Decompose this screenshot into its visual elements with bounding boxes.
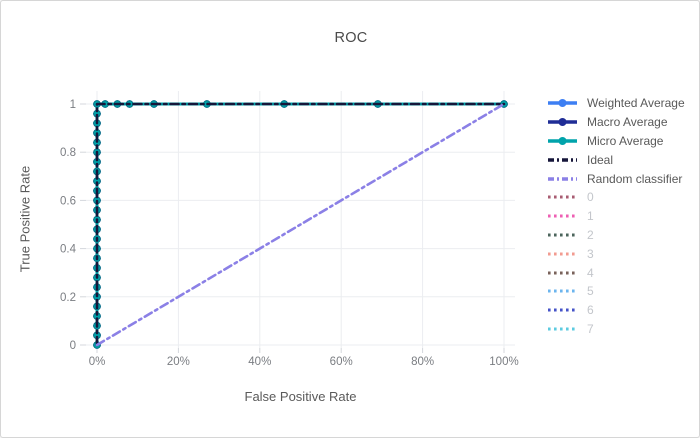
legend-item-0[interactable]: 0: [546, 188, 685, 207]
legend-item-1[interactable]: 1: [546, 207, 685, 226]
legend-item-random-classifier[interactable]: Random classifier: [546, 169, 685, 188]
legend-label: Ideal: [587, 152, 614, 167]
legend-swatch: [548, 99, 577, 108]
legend-label: 3: [587, 246, 594, 261]
legend-marker: [558, 118, 567, 127]
x-axis-title: False Positive Rate: [244, 389, 357, 404]
series-markers: [93, 100, 508, 349]
axis-ticks: [80, 103, 505, 353]
legend-item-2[interactable]: 2: [546, 226, 685, 245]
legend-marker: [558, 136, 567, 145]
legend-label: Macro Average: [587, 115, 668, 130]
legend-label: 4: [587, 265, 594, 280]
legend-swatch: [548, 214, 577, 218]
x-tick-label: 100%: [489, 356, 518, 368]
legend-swatch: [548, 195, 577, 199]
legend-item-5[interactable]: 5: [546, 282, 685, 301]
legend-swatch: [548, 118, 577, 127]
legend-label: 5: [587, 284, 594, 299]
legend-label: Micro Average: [587, 133, 664, 148]
y-tick-label: 0.4: [60, 244, 77, 256]
series-line: [95, 102, 506, 347]
y-tick-label: 0: [70, 340, 76, 352]
legend-swatch: [548, 327, 577, 331]
legend-item-macro-average[interactable]: Macro Average: [546, 113, 685, 132]
gridlines: [86, 91, 515, 348]
y-tick-labels: 0 0.2 0.4 0.6 0.8 1: [60, 99, 77, 352]
legend-item-ideal[interactable]: Ideal: [546, 150, 685, 169]
legend-item-6[interactable]: 6: [546, 301, 685, 320]
legend-label: 2: [587, 227, 594, 242]
legend: Weighted Average Macro Average Micro Avera…: [546, 94, 685, 338]
y-axis-title: True Positive Rate: [17, 165, 33, 273]
legend-marker: [558, 99, 567, 108]
legend-swatch: [548, 136, 577, 145]
x-tick-label: 20%: [167, 356, 190, 368]
chart-title: ROC: [334, 30, 368, 46]
legend-swatch: [548, 308, 577, 312]
legend-swatch: [548, 158, 577, 162]
x-tick-label: 80%: [411, 356, 434, 368]
y-tick-label: 0.6: [60, 195, 76, 207]
legend-label: 7: [587, 321, 594, 336]
legend-item-4[interactable]: 4: [546, 263, 685, 282]
legend-swatch: [548, 252, 577, 256]
series-random-classifier: [95, 102, 506, 347]
legend-label: 0: [587, 190, 594, 205]
y-tick-label: 0.8: [60, 147, 76, 159]
legend-swatch: [548, 233, 577, 237]
legend-label: Random classifier: [587, 171, 683, 186]
legend-item-micro-average[interactable]: Micro Average: [546, 132, 685, 151]
legend-item-3[interactable]: 3: [546, 244, 685, 263]
y-tick-label: 0.2: [60, 292, 76, 304]
legend-label: 6: [587, 303, 594, 318]
x-tick-labels: 0% 20% 40% 60% 80% 100%: [89, 356, 519, 368]
series-ideal: [95, 102, 506, 347]
legend-swatch: [548, 271, 577, 275]
x-tick-label: 60%: [330, 356, 353, 368]
x-tick-label: 40%: [248, 356, 271, 368]
series-line: [95, 102, 506, 347]
legend-swatch: [548, 289, 577, 293]
y-tick-label: 1: [70, 99, 76, 111]
x-tick-label: 0%: [89, 356, 106, 368]
legend-swatch: [548, 176, 577, 181]
legend-item-weighted-average[interactable]: Weighted Average: [546, 94, 685, 113]
legend-label: Weighted Average: [587, 96, 685, 111]
legend-item-7[interactable]: 7: [546, 320, 685, 339]
legend-label: 1: [587, 209, 594, 224]
